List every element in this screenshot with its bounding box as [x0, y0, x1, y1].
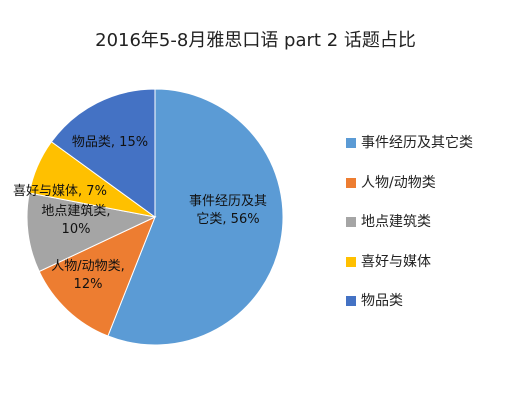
pie-slice: [107, 88, 284, 346]
legend-swatch: [346, 256, 356, 267]
legend-label: 喜好与媒体: [361, 253, 431, 270]
chart-title: 2016年5-8月雅思口语 part 2 话题占比: [95, 30, 416, 51]
legend-item: 人物/动物类: [346, 172, 511, 194]
legend-item: 地点建筑类: [346, 211, 511, 233]
slice-data-label: 地点建筑类,: [41, 203, 110, 219]
legend-item: 物品类: [346, 290, 511, 312]
slice-data-label: 人物/动物类,: [51, 259, 125, 274]
legend-swatch: [346, 296, 356, 306]
pie-slice: [50, 88, 156, 218]
slice-data-label: 事件经历及其: [189, 194, 267, 209]
slice-data-label: 喜好与媒体, 7%: [13, 184, 107, 199]
slice-data-label: 10%: [62, 222, 91, 237]
slice-data-label: 物品类, 15%: [72, 135, 148, 150]
chart-legend: 事件经历及其它类 人物/动物类 地点建筑类 喜好与媒体 物品类: [346, 132, 511, 330]
legend-swatch: [346, 177, 356, 188]
legend-item: 喜好与媒体: [346, 251, 511, 273]
pie-slice: [26, 192, 157, 273]
legend-label: 物品类: [361, 293, 403, 309]
pie-slice: [38, 216, 156, 337]
legend-swatch: [346, 138, 356, 148]
pie-slices-group: [26, 88, 284, 346]
legend-label: 地点建筑类: [361, 214, 431, 230]
slice-data-label: 它类, 56%: [196, 211, 259, 227]
legend-label: 事件经历及其它类: [361, 135, 473, 151]
legend-label: 人物/动物类: [361, 174, 436, 191]
slice-data-label: 12%: [74, 277, 103, 292]
legend-item: 事件经历及其它类: [346, 132, 511, 154]
pie-labels-group: 事件经历及其它类, 56% 人物/动物类, 12% 地点建筑类, 10% 喜好与媒体, 7…: [13, 135, 267, 292]
legend-swatch: [346, 217, 356, 227]
